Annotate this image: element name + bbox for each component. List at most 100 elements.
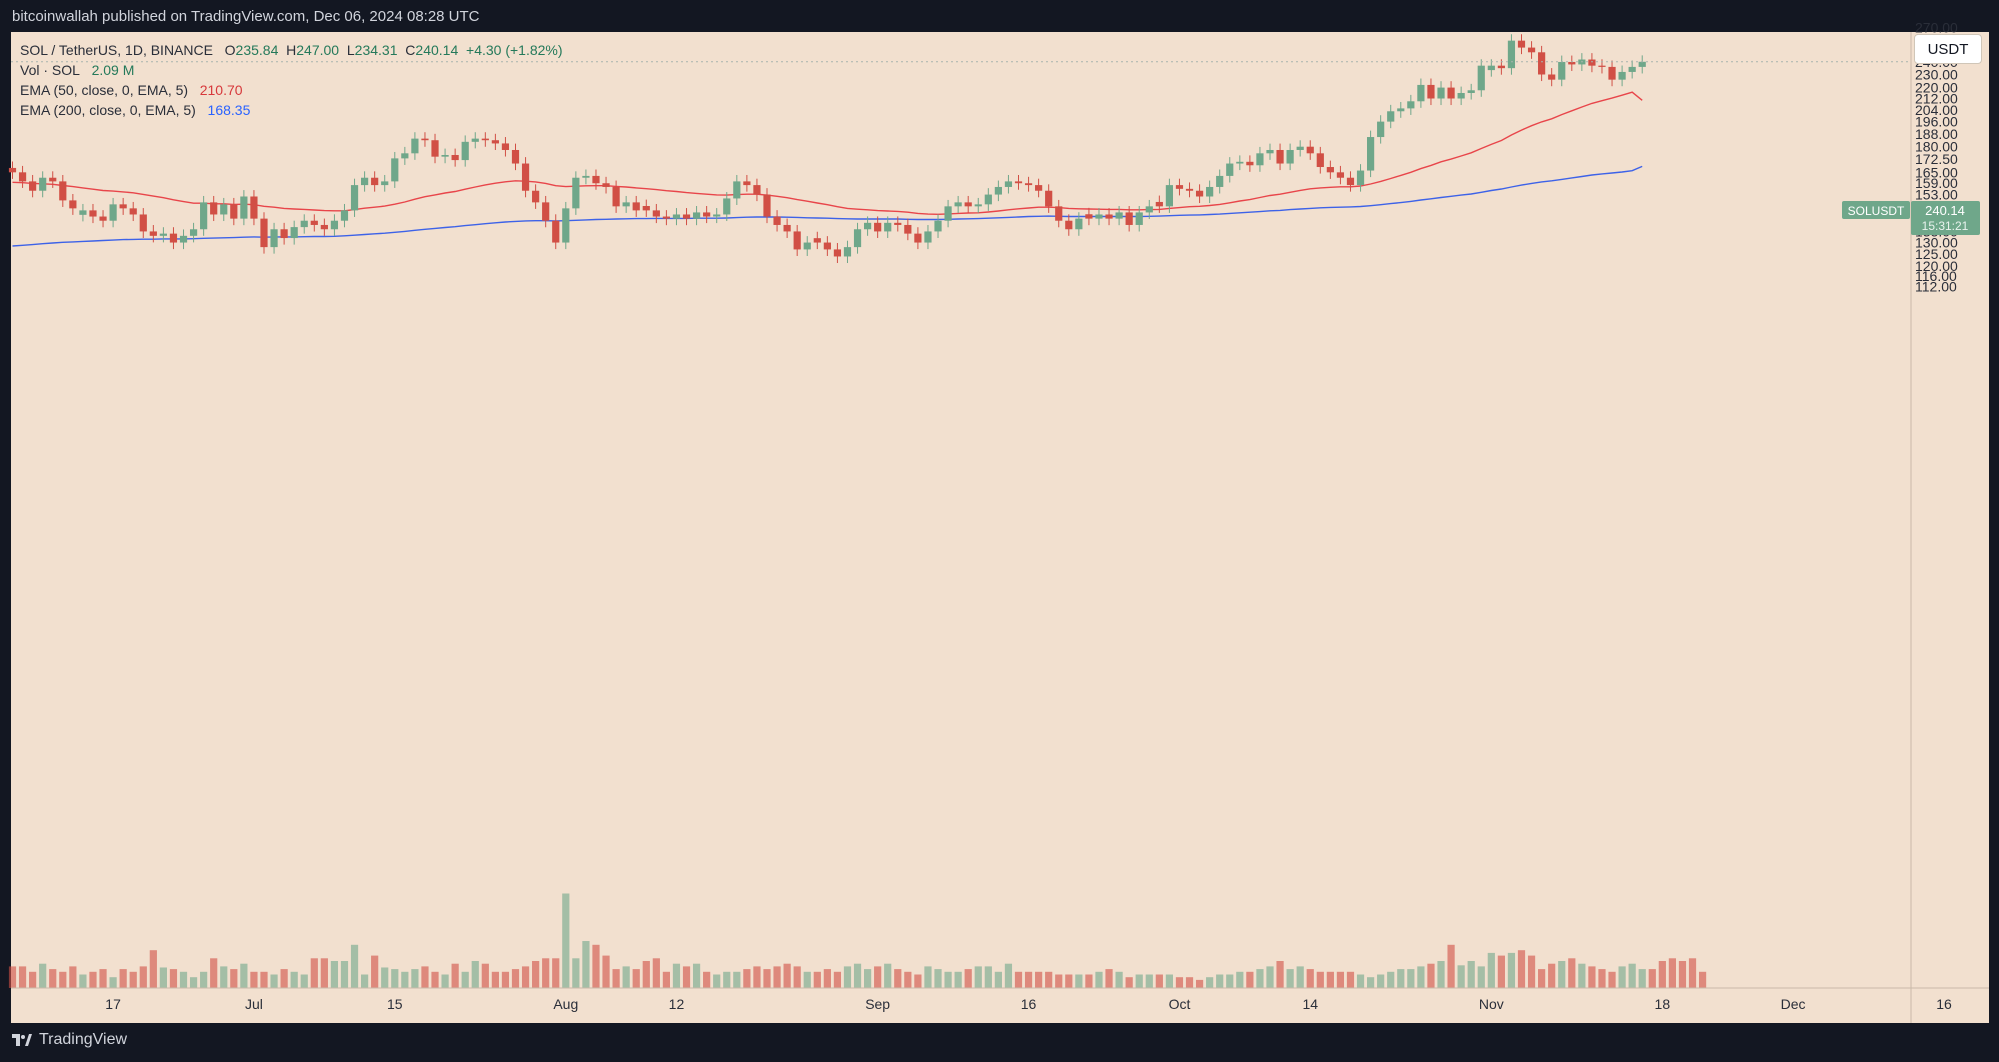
- volume-bar: [1568, 958, 1576, 988]
- volume-bar: [59, 971, 67, 988]
- candle: [1085, 214, 1093, 219]
- volume-bar: [189, 977, 198, 988]
- candle: [924, 231, 932, 243]
- candle: [109, 204, 117, 221]
- legend-volume-row[interactable]: Vol · SOL 2.09 M: [20, 60, 563, 80]
- legend-ohlc-row[interactable]: SOL / TetherUS, 1D, BINANCE O235.84 H247…: [20, 40, 563, 60]
- candle: [984, 194, 992, 205]
- volume-bar: [340, 961, 349, 988]
- volume-bar: [1578, 963, 1586, 988]
- candle: [904, 224, 912, 234]
- volume-bar: [1377, 974, 1385, 988]
- volume-bar: [692, 963, 701, 988]
- candle: [1427, 84, 1435, 99]
- candle: [461, 141, 469, 161]
- candle: [250, 196, 258, 219]
- volume-bar: [260, 971, 268, 988]
- volume-bar: [1367, 977, 1375, 988]
- volume-bar: [1276, 961, 1284, 988]
- candle: [1437, 87, 1445, 99]
- volume-bar: [914, 974, 922, 988]
- candle: [29, 181, 37, 191]
- time-axis[interactable]: 17Jul15Aug12Sep16Oct14Nov18Dec16202513: [105, 996, 1999, 1012]
- candle: [1155, 201, 1163, 207]
- price-tick-label: 180.00: [1915, 139, 1958, 155]
- candle: [210, 202, 218, 215]
- volume-bar: [381, 967, 389, 988]
- volume-bar: [1618, 966, 1626, 988]
- candle: [944, 206, 952, 221]
- volume-bar: [1658, 961, 1666, 988]
- legend-ema200-label: EMA (200, close, 0, EMA, 5): [20, 102, 196, 118]
- volume-bar: [602, 955, 610, 988]
- volume-bar: [572, 958, 580, 988]
- candle: [1397, 108, 1405, 112]
- volume-bar: [652, 958, 660, 988]
- price-tick-label: 172.50: [1915, 151, 1958, 167]
- volume-bar: [69, 966, 77, 988]
- candle: [361, 177, 369, 186]
- volume-bar: [1075, 974, 1083, 988]
- candle: [783, 224, 791, 232]
- candle: [189, 229, 198, 236]
- candle: [622, 202, 630, 207]
- candle: [662, 216, 670, 219]
- volume-bar: [1356, 974, 1365, 988]
- volume-bar: [1517, 950, 1526, 988]
- volume-bar: [733, 971, 741, 988]
- candle: [823, 242, 831, 250]
- candle: [1588, 59, 1596, 66]
- volume-bar: [1125, 977, 1133, 988]
- candle: [1326, 167, 1334, 173]
- candle: [1457, 92, 1465, 99]
- candle: [521, 163, 530, 191]
- time-tick-label: Jul: [245, 996, 263, 1012]
- candle: [773, 216, 781, 225]
- candle: [934, 220, 942, 232]
- candle: [1628, 66, 1636, 72]
- volume-bar: [1226, 974, 1234, 988]
- volume-bar: [1457, 965, 1465, 988]
- volume-bar: [894, 969, 902, 988]
- candle: [340, 210, 349, 221]
- volume-bar: [1105, 969, 1113, 988]
- ema50-polyline: [12, 91, 1643, 216]
- candle: [1638, 61, 1646, 67]
- time-tick-label: Oct: [1169, 996, 1191, 1012]
- price-tick-label: 188.00: [1915, 126, 1958, 142]
- candle: [703, 212, 711, 217]
- volume-bar: [904, 971, 912, 988]
- volume-bar: [763, 969, 771, 988]
- volume-bar: [582, 941, 590, 988]
- price-tick-label: 220.00: [1915, 80, 1958, 96]
- candle: [1618, 71, 1626, 80]
- volume-bar: [672, 963, 681, 988]
- candle: [1035, 185, 1043, 191]
- candle: [431, 140, 439, 157]
- volume-bar: [1538, 969, 1546, 988]
- candle: [179, 235, 188, 243]
- volume-bar: [642, 961, 650, 988]
- chart-panel[interactable]: [11, 32, 1989, 1023]
- volume-bar: [713, 974, 721, 988]
- legend-ema200-row[interactable]: EMA (200, close, 0, EMA, 5) 168.35: [20, 100, 563, 120]
- volume-bar: [471, 961, 479, 988]
- volume-bar: [1427, 963, 1435, 988]
- candle: [501, 143, 510, 150]
- candle: [1497, 65, 1505, 69]
- candle: [632, 202, 640, 211]
- volume-bars: [8, 893, 1707, 988]
- candle: [1346, 177, 1355, 186]
- candle: [1135, 212, 1143, 225]
- legend-ema50-row[interactable]: EMA (50, close, 0, EMA, 5) 210.70: [20, 80, 563, 100]
- volume-bar: [1387, 971, 1395, 988]
- volume-bar: [1185, 977, 1194, 988]
- candle: [1527, 47, 1536, 53]
- volume-bar: [1115, 971, 1123, 988]
- tradingview-logo[interactable]: TradingView: [12, 1031, 127, 1049]
- currency-button[interactable]: USDT: [1914, 34, 1982, 64]
- candle: [119, 204, 127, 209]
- volume-bar: [1316, 971, 1324, 988]
- legend-symbol: SOL / TetherUS, 1D, BINANCE: [20, 42, 213, 58]
